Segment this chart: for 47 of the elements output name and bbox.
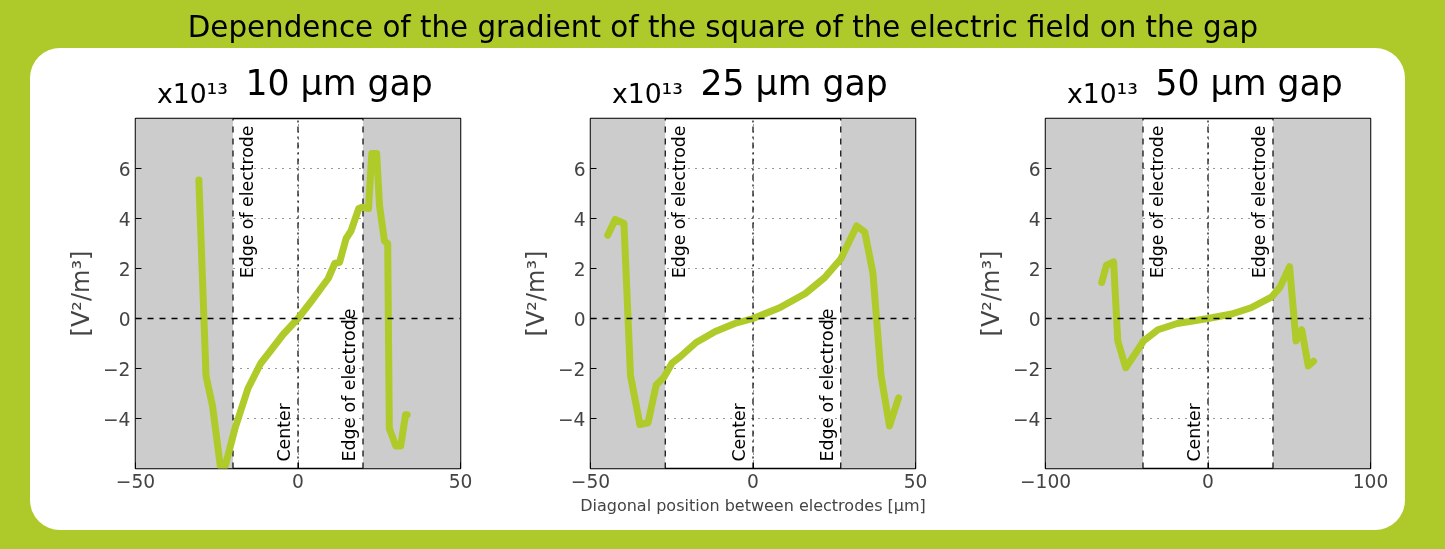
y-tick-label: −4 — [558, 408, 586, 430]
text: x10¹³ — [1066, 77, 1139, 109]
y-tick-label: 2 — [118, 258, 131, 280]
x-tick-label: −100 — [1019, 470, 1072, 492]
ref-line-label: Edge of electrode — [816, 308, 837, 462]
ref-line-label: Edge of electrode — [237, 125, 257, 279]
y-tick-label: 4 — [118, 208, 131, 230]
x-tick-label: 50 — [903, 470, 928, 492]
y-tick-label: 6 — [573, 158, 586, 180]
y-tick-label: 0 — [118, 308, 131, 330]
text: x10¹³ — [156, 77, 229, 109]
y-tick-label: 4 — [573, 208, 586, 230]
chart-title: 10 μm gap — [245, 62, 433, 103]
y-tick-label: 0 — [573, 308, 586, 330]
y-tick-label: −2 — [1013, 358, 1041, 380]
x-tick-label: 100 — [1352, 470, 1389, 492]
x-tick-label: 50 — [448, 470, 473, 492]
y-tick-label: 2 — [573, 258, 586, 280]
x-tick-label: 0 — [292, 470, 304, 492]
y-tick-label: −4 — [103, 408, 131, 430]
y-tick-label: 2 — [1028, 258, 1041, 280]
x-axis-title: Diagonal position between electrodes [μm] — [580, 495, 926, 515]
y-tick-label: 6 — [118, 158, 131, 180]
y-tick-label: 6 — [1028, 158, 1041, 180]
y-axis-title: [V²/m³] — [67, 250, 95, 337]
x-tick-label: 0 — [1202, 470, 1214, 492]
y-tick-label: −2 — [558, 358, 586, 380]
ref-line-label: Edge of electrode — [1249, 125, 1269, 279]
y-tick-label: 0 — [1028, 308, 1041, 330]
x-tick-label: 0 — [747, 470, 759, 492]
ref-line-label: Center — [729, 402, 749, 462]
chart-title: 50 μm gap — [1155, 62, 1343, 103]
ref-line-label: Edge of electrode — [1147, 125, 1167, 279]
y-axis-title: [V²/m³] — [522, 250, 550, 337]
text: Dependence of the gradient of the square of the electric field on the gap — [187, 9, 1259, 44]
x-tick-label: −50 — [115, 470, 156, 492]
ref-line-label: Edge of electrode — [339, 308, 359, 462]
y-tick-label: −2 — [103, 358, 131, 380]
chart-title: 25 μm gap — [700, 62, 888, 103]
x-tick-label: −50 — [570, 470, 611, 492]
y-axis-title: [V²/m³] — [977, 250, 1005, 337]
ref-line-label: Center — [274, 402, 294, 462]
y-tick-label: 4 — [1028, 208, 1041, 230]
text: x10¹³ — [611, 77, 684, 109]
ref-line-label: Edge of electrode — [669, 125, 690, 279]
y-tick-label: −4 — [1013, 408, 1041, 430]
ref-line-label: Center — [1184, 402, 1204, 462]
